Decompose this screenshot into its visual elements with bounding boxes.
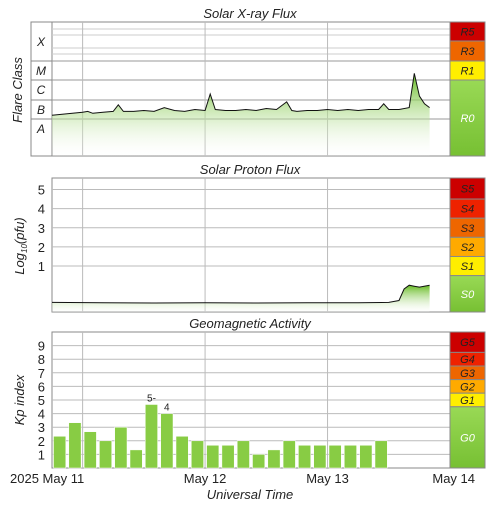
xray-class-label-a: A — [36, 122, 45, 136]
kp-bar — [68, 422, 82, 469]
kp-bar-label: 5- — [147, 394, 156, 405]
kp-ytick-5: 5 — [38, 393, 45, 408]
kp-bar — [83, 431, 97, 469]
kp-bar — [252, 454, 266, 469]
scale-level-s0 — [449, 275, 486, 313]
kp-bar — [206, 445, 220, 469]
x-tick-0: 2025 May 11 — [10, 471, 84, 486]
kp-bar — [221, 445, 235, 469]
proton-title: Solar Proton Flux — [200, 162, 301, 177]
proton-ytick-2: 2 — [38, 240, 45, 255]
kp-ytick-8: 8 — [38, 352, 45, 367]
kp-bar — [145, 404, 158, 469]
proton-ytick-4: 4 — [38, 202, 45, 217]
kp-bar — [236, 440, 250, 469]
kp-ytick-4: 4 — [38, 407, 45, 422]
kp-bar — [129, 449, 143, 469]
kp-ytick-2: 2 — [38, 434, 45, 449]
scale-label-g0: G0 — [460, 432, 476, 444]
scale-label-r0: R0 — [460, 113, 475, 125]
xray-flux-area — [52, 73, 430, 156]
kp-bar — [328, 445, 342, 469]
kp-bar — [160, 413, 174, 469]
x-axis-label: Universal Time — [207, 487, 294, 502]
kp-ytick-6: 6 — [38, 379, 45, 394]
x-tick-1: May 12 — [184, 471, 227, 486]
scale-label-g1: G1 — [460, 395, 475, 407]
kp-bar — [359, 445, 373, 469]
scale-level-g0 — [449, 406, 486, 469]
kp-ytick-1: 1 — [38, 447, 45, 462]
scale-label-s1: S1 — [461, 261, 474, 273]
proton-series — [51, 284, 430, 312]
proton-flux-line — [51, 284, 430, 304]
kp-ytick-3: 3 — [38, 420, 45, 435]
scale-level-r0 — [449, 79, 486, 157]
scale-label-s5: S5 — [461, 184, 475, 196]
proton-flux-area — [52, 285, 430, 312]
kp-ylabel: Kp index — [12, 374, 27, 425]
xray-ylabel: Flare Class — [10, 57, 25, 123]
xray-class-label-c: C — [37, 83, 46, 97]
proton-ylabel: Log10(pfu) — [12, 217, 29, 274]
scale-label-r1: R1 — [460, 66, 474, 78]
kp-bars: 5- 4 — [53, 394, 388, 469]
xray-flux-line — [51, 73, 430, 116]
xray-class-label-x: X — [36, 35, 46, 49]
proton-ytick-1: 1 — [38, 259, 45, 274]
geomag-title: Geomagnetic Activity — [189, 316, 312, 331]
kp-bar — [53, 436, 67, 469]
kp-bar — [114, 426, 128, 469]
kp-bar — [374, 440, 388, 469]
scale-label-s4: S4 — [461, 204, 474, 216]
scale-label-r5: R5 — [460, 27, 475, 39]
kp-bar — [267, 449, 281, 469]
kp-bar — [191, 440, 204, 469]
xray-class-label-b: B — [37, 103, 45, 117]
scale-label-g4: G4 — [460, 354, 475, 366]
kp-bar — [175, 436, 189, 469]
scale-label-r3: R3 — [460, 46, 475, 58]
x-tick-3: May 14 — [432, 471, 475, 486]
proton-ytick-3: 3 — [38, 221, 45, 236]
kp-ytick-9: 9 — [38, 339, 45, 354]
x-tick-labels: 2025 May 11 May 12 May 13 May 14 — [10, 471, 475, 486]
xray-title: Solar X-ray Flux — [203, 6, 297, 21]
kp-bar — [282, 440, 296, 469]
xray-series — [51, 73, 430, 156]
proton-ytick-labels: 1 2 3 4 5 — [38, 182, 45, 274]
scale-label-s2: S2 — [461, 242, 474, 254]
proton-grid — [52, 178, 450, 312]
x-tick-2: May 13 — [306, 471, 349, 486]
kp-bar-label: 4 — [164, 403, 170, 414]
scale-label-g5: G5 — [460, 337, 476, 349]
xray-class-label-m: M — [36, 64, 46, 78]
scale-label-g3: G3 — [460, 368, 476, 380]
scale-label-s3: S3 — [461, 223, 475, 235]
kp-bar — [298, 445, 311, 469]
scale-label-g2: G2 — [460, 381, 475, 393]
kp-bar — [313, 445, 327, 469]
kp-ytick-7: 7 — [38, 366, 45, 381]
kp-bar — [99, 440, 112, 469]
xray-grid — [52, 22, 450, 156]
proton-plot-frame — [51, 177, 451, 313]
scale-label-s0: S0 — [461, 289, 475, 301]
radiation-storm-scale: S5 S4 S3 S2 S1 S0 — [449, 177, 486, 313]
proton-ytick-5: 5 — [38, 182, 45, 197]
kp-bar — [344, 445, 357, 469]
radio-blackout-scale: R5 R3 R1 R0 — [449, 21, 486, 157]
